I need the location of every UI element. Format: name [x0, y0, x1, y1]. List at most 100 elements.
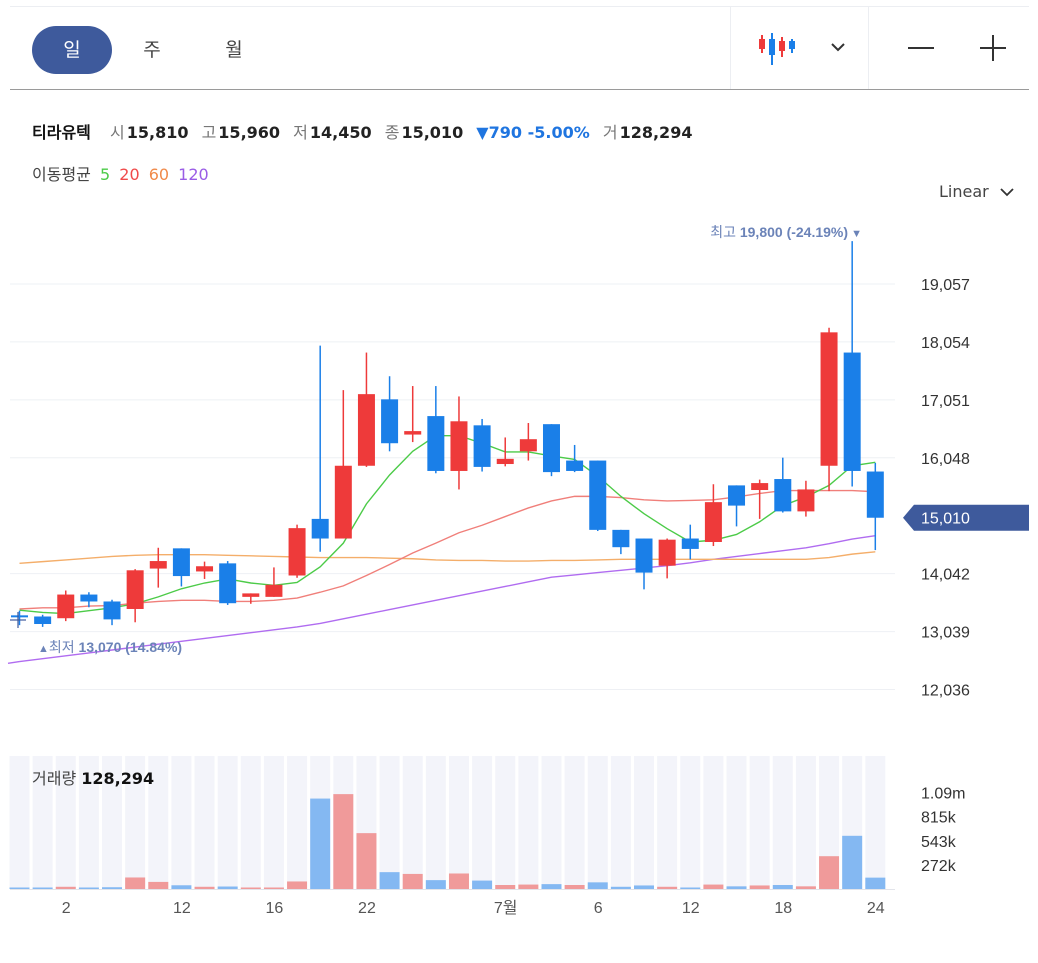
scale-dropdown[interactable]: Linear — [939, 182, 1014, 201]
volume-bar-bg — [448, 756, 469, 889]
volume-bar — [102, 887, 123, 889]
candle-body — [658, 539, 676, 566]
volume-bar-bg — [32, 756, 53, 889]
volume-bar — [634, 885, 655, 889]
volume-bar — [865, 877, 886, 889]
date-tick-label: 2 — [62, 900, 71, 917]
volume-tick-label: 815k — [921, 810, 957, 827]
candle-body — [357, 394, 375, 466]
volume-bar — [587, 882, 608, 889]
candle-body — [450, 421, 468, 471]
ma20-line — [19, 489, 876, 610]
volume-title-value: 128,294 — [81, 769, 155, 788]
ma60-legend[interactable]: 60 — [148, 165, 170, 184]
volume-bar-bg — [425, 756, 446, 889]
volume-tick-label: 543k — [921, 834, 957, 851]
candle-body — [820, 332, 838, 466]
date-tick-label: 6 — [594, 900, 603, 917]
volume-bar-bg — [78, 756, 99, 889]
moving-average-lines — [7, 435, 876, 664]
volume-bar — [518, 884, 539, 889]
volume-bar — [772, 885, 793, 889]
change-amount: 790 — [488, 123, 523, 142]
candle-body — [288, 528, 306, 576]
candle-body — [589, 460, 607, 530]
volume-bar — [680, 887, 701, 889]
volume-bar-bg — [402, 756, 423, 889]
volume-bar-bg — [217, 756, 238, 889]
volume-bar-bg — [795, 756, 816, 889]
volume-bar — [819, 856, 840, 889]
tab-monthly[interactable]: 월 — [225, 39, 243, 61]
candle-body — [774, 479, 792, 512]
candle-body — [242, 593, 260, 597]
chevron-down-icon[interactable] — [828, 37, 848, 57]
candle-body — [172, 548, 190, 577]
volume-bar — [657, 886, 678, 889]
close-label: 종 — [384, 123, 400, 142]
top-bar: 일 주 월 — [10, 6, 1029, 90]
close-value: 15,010 — [401, 123, 464, 142]
candle-body — [311, 518, 329, 539]
minus-icon[interactable] — [906, 35, 936, 61]
toolbar-divider — [868, 7, 869, 89]
ma120-line — [19, 534, 876, 663]
volume-bar — [55, 886, 76, 889]
candlestick-series — [11, 241, 884, 627]
candle-body — [103, 601, 121, 620]
volume-bar-bg — [379, 756, 400, 889]
date-tick-label: 24 — [867, 900, 885, 917]
volume-bar-bg — [472, 756, 493, 889]
current-price-label: 15,010 — [921, 511, 970, 528]
candle-body — [704, 502, 722, 542]
volume-bar-bg — [541, 756, 562, 889]
volume-bar — [610, 886, 631, 889]
plus-icon[interactable] — [978, 33, 1008, 63]
volume-bar — [287, 881, 308, 889]
ma20-legend[interactable]: 20 — [119, 165, 140, 184]
ma5-line — [19, 435, 876, 615]
volume-bar-bg — [240, 756, 261, 889]
low-label: 저 — [293, 123, 308, 142]
candle-body — [11, 615, 28, 618]
toolbar-divider — [730, 7, 731, 89]
high-value: 15,960 — [218, 123, 281, 142]
candle-body — [219, 563, 237, 604]
volume-tick-label: 272k — [921, 858, 957, 875]
ma-label: 이동평균 — [32, 165, 91, 184]
date-axis: 2 12 16 22 7월 6 12 18 24 — [62, 899, 885, 917]
volume-bar — [240, 887, 261, 889]
volume-bar-bg — [680, 756, 701, 889]
volume-chart: 1.09m 815k 543k 272k — [9, 756, 965, 890]
volume-bar-bg — [287, 756, 308, 889]
volume-bar — [564, 885, 585, 889]
volume-bar-bg — [263, 756, 284, 889]
volume-title: 거래량 128,294 — [32, 765, 154, 789]
date-tick-label: 22 — [358, 900, 376, 917]
candlestick-icon[interactable] — [756, 31, 800, 67]
tab-daily[interactable]: 일 — [32, 26, 112, 74]
ma120-legend[interactable]: 120 — [178, 165, 209, 184]
tab-weekly[interactable]: 주 — [143, 39, 161, 61]
volume-bar — [402, 873, 423, 889]
candle-body — [866, 471, 884, 518]
volume-bar-bg — [634, 756, 655, 889]
volume-bar — [541, 884, 562, 889]
candle-body — [566, 460, 584, 471]
price-info: 티라유텍 시 15,810 고 15,960 저 14,450 종 15,010 ▼79… — [32, 119, 700, 143]
candle-body — [519, 439, 537, 452]
date-tick-label: 16 — [266, 900, 284, 917]
date-tick-label: 18 — [774, 900, 792, 917]
candle-body — [473, 425, 491, 467]
volume-bar — [495, 885, 516, 889]
volume-bar-bg — [102, 756, 123, 889]
volume-bar-bg — [194, 756, 215, 889]
low-marker-label: ▲최저 13,070 (14.84%) — [38, 639, 182, 655]
candle-body — [34, 616, 52, 625]
volume-bar-bg — [610, 756, 631, 889]
candle-body — [149, 561, 167, 569]
volume-value: 128,294 — [619, 123, 693, 142]
ma5-legend[interactable]: 5 — [99, 165, 111, 184]
open-value: 15,810 — [126, 123, 189, 142]
